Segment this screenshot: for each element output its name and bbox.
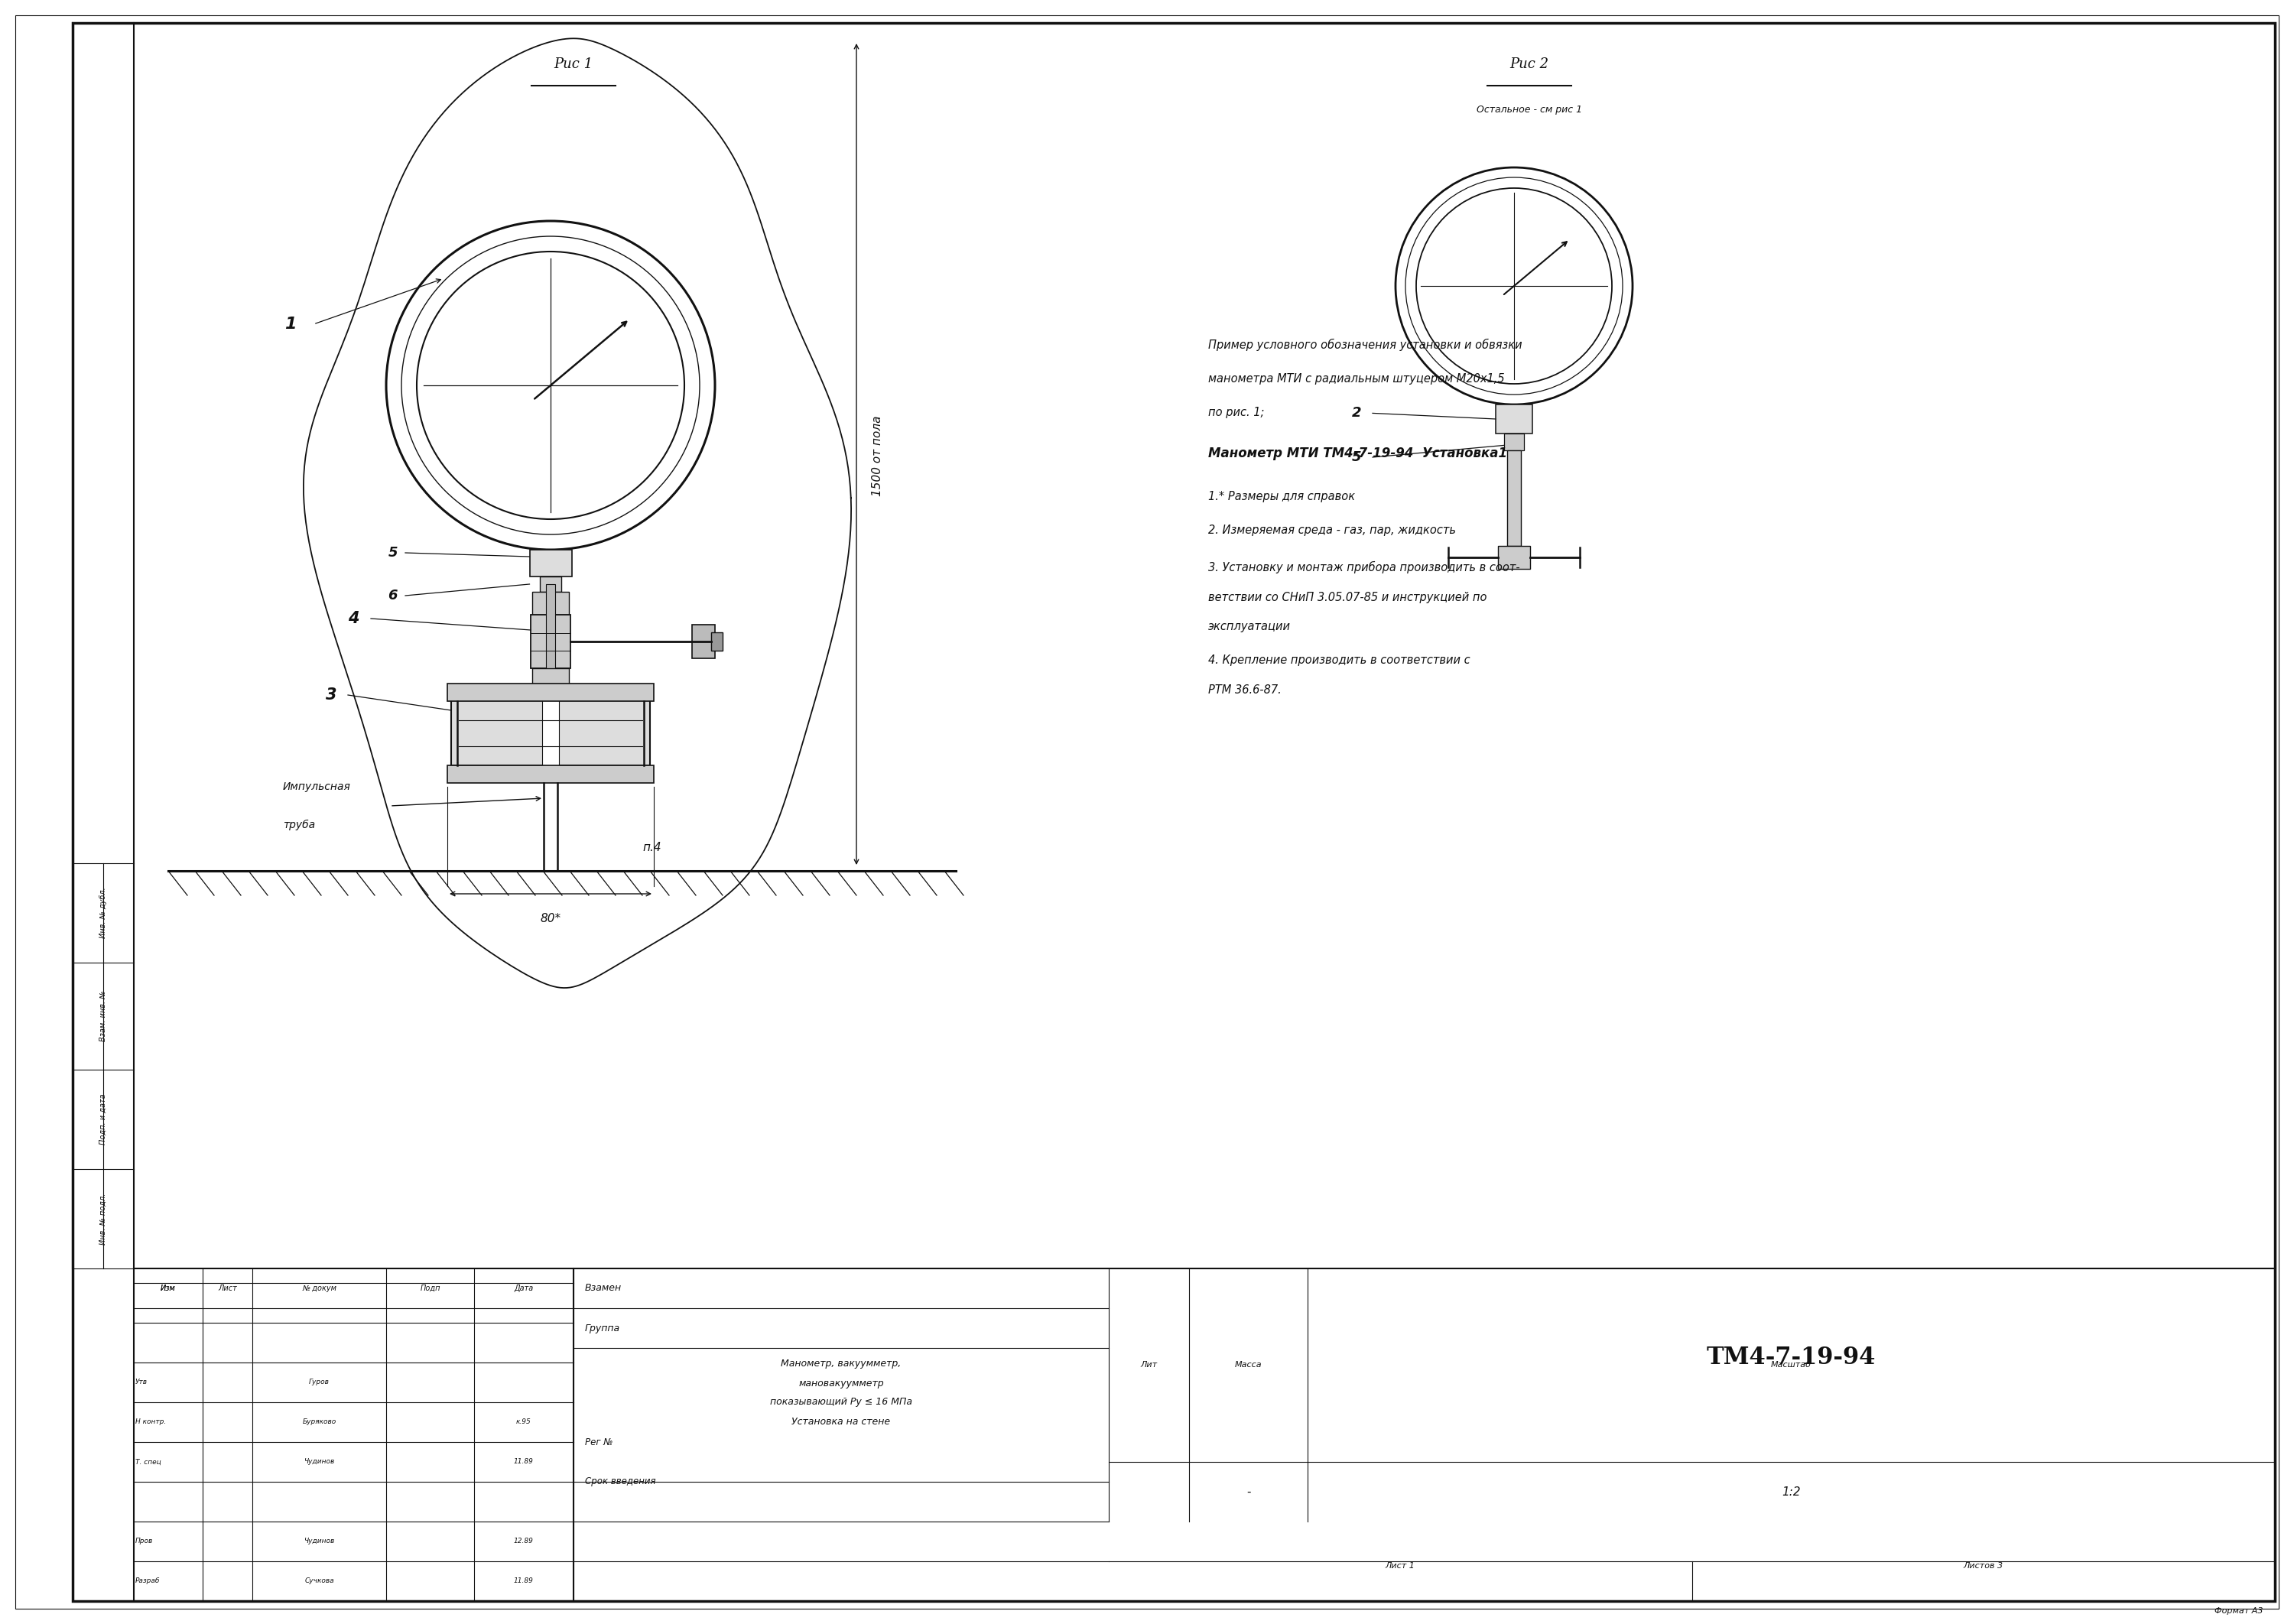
Text: к.95: к.95 [516, 1419, 532, 1426]
Text: Срок введения: Срок введения [585, 1476, 656, 1486]
Text: Лист 1: Лист 1 [1386, 1562, 1415, 1570]
Text: труба: труба [282, 820, 314, 830]
Text: Н контр.: Н контр. [135, 1419, 165, 1426]
Text: Листов 3: Листов 3 [1964, 1562, 2003, 1570]
Text: 3. Установку и монтаж прибора производить в соот-: 3. Установку и монтаж прибора производит… [1209, 562, 1521, 573]
Text: Подп: Подп [420, 1285, 440, 1293]
Bar [541, 697, 560, 770]
Text: манометра МТИ с радиальным штуцером М20х1,5: манометра МТИ с радиальным штуцером М20х… [1209, 374, 1505, 385]
Text: 2. Измеряемая среда - газ, пар, жидкость: 2. Измеряемая среда - газ, пар, жидкость [1209, 525, 1457, 536]
Text: Масштаб: Масштаб [1771, 1361, 1812, 1369]
Bar [447, 684, 654, 700]
Text: Импульсная: Импульсная [282, 781, 351, 793]
Text: эксплуатации: эксплуатации [1209, 622, 1292, 633]
Bar [532, 591, 569, 615]
Text: Изм: Изм [161, 1285, 177, 1293]
Text: Инв. № дубл.: Инв. № дубл. [99, 887, 108, 939]
Text: 5: 5 [388, 546, 397, 560]
Bar [530, 551, 571, 577]
Text: № докум: № докум [303, 1285, 337, 1293]
Bar [1498, 546, 1530, 568]
Text: Масса: Масса [1234, 1361, 1262, 1369]
Text: Формат А3: Формат А3 [2214, 1608, 2264, 1614]
Bar [546, 585, 555, 692]
Text: -: - [1246, 1486, 1250, 1497]
Text: 3: 3 [326, 687, 337, 703]
Text: 4. Крепление производить в соответствии с: 4. Крепление производить в соответствии … [1209, 654, 1470, 666]
Text: Изм: Изм [161, 1285, 177, 1293]
Circle shape [1415, 188, 1613, 383]
Bar [1505, 434, 1523, 450]
Text: 80*: 80* [539, 913, 562, 924]
Circle shape [418, 252, 684, 520]
Text: Сучкова: Сучкова [305, 1579, 335, 1585]
Bar [1496, 404, 1532, 434]
Text: Разраб: Разраб [135, 1579, 161, 1585]
Bar [693, 625, 716, 658]
Text: Взамен: Взамен [585, 1283, 622, 1293]
Text: 1.* Размеры для справок: 1.* Размеры для справок [1209, 490, 1356, 502]
Text: Лист: Лист [218, 1285, 236, 1293]
Text: Т. спец: Т. спец [135, 1458, 161, 1465]
Text: Инв. № подл.: Инв. № подл. [99, 1194, 108, 1244]
Text: Утв: Утв [135, 1379, 147, 1385]
Text: Взам. инв. №: Взам. инв. № [99, 991, 108, 1041]
Text: Гуров: Гуров [310, 1379, 330, 1385]
Text: Подп. и дата: Подп. и дата [99, 1095, 108, 1145]
Text: 11.89: 11.89 [514, 1458, 535, 1465]
Text: Буряково: Буряково [303, 1419, 337, 1426]
Text: РТМ 36.6-87.: РТМ 36.6-87. [1209, 684, 1282, 695]
Text: 1:2: 1:2 [1782, 1486, 1801, 1497]
Text: ветствии со СНиП 3.05.07-85 и инструкцией по: ветствии со СНиП 3.05.07-85 и инструкцие… [1209, 591, 1487, 603]
Bar [452, 700, 649, 767]
Text: Рег №: Рег № [585, 1437, 612, 1447]
Text: 6: 6 [388, 590, 397, 603]
Bar [530, 615, 571, 667]
Text: по рис. 1;: по рис. 1; [1209, 406, 1264, 419]
Text: мановакуумметр: мановакуумметр [798, 1379, 883, 1389]
Text: Пример условного обозначения установки и обвязки: Пример условного обозначения установки и… [1209, 338, 1523, 351]
Text: 4: 4 [349, 611, 360, 627]
Text: Лит: Лит [1140, 1361, 1158, 1369]
Text: Остальное - см рис 1: Остальное - см рис 1 [1477, 106, 1583, 115]
Bar [539, 577, 562, 591]
Text: Установка на стене: Установка на стене [791, 1416, 890, 1426]
Text: показывающий Ру ≤ 16 МПа: показывающий Ру ≤ 16 МПа [771, 1397, 913, 1406]
Text: Чудинов: Чудинов [303, 1458, 335, 1465]
Text: 1500 от пола: 1500 от пола [872, 416, 883, 497]
Bar [1507, 450, 1521, 546]
Text: Манометр, вакуумметр,: Манометр, вакуумметр, [780, 1359, 902, 1369]
Text: 11.89: 11.89 [514, 1579, 535, 1585]
Text: 1: 1 [284, 317, 296, 331]
Text: 12.89: 12.89 [514, 1538, 535, 1544]
Text: Рис 2: Рис 2 [1509, 57, 1548, 71]
Text: Манометр МТИ ТМ4-7-19-94  Установка1: Манометр МТИ ТМ4-7-19-94 Установка1 [1209, 447, 1507, 460]
Text: 5: 5 [1351, 450, 1360, 464]
Bar [532, 667, 569, 692]
Bar [447, 767, 654, 783]
Text: Пров: Пров [135, 1538, 154, 1544]
Text: 2: 2 [1351, 406, 1360, 421]
Text: Группа: Группа [585, 1324, 619, 1333]
Text: Рис 1: Рис 1 [553, 57, 594, 71]
Text: Дата: Дата [514, 1285, 535, 1293]
Text: Чудинов: Чудинов [303, 1538, 335, 1544]
Bar [544, 692, 557, 698]
Text: п.4: п.4 [642, 843, 661, 854]
Text: ТМ4-7-19-94: ТМ4-7-19-94 [1707, 1346, 1876, 1369]
Bar [133, 1268, 2276, 1601]
Bar [711, 632, 723, 651]
